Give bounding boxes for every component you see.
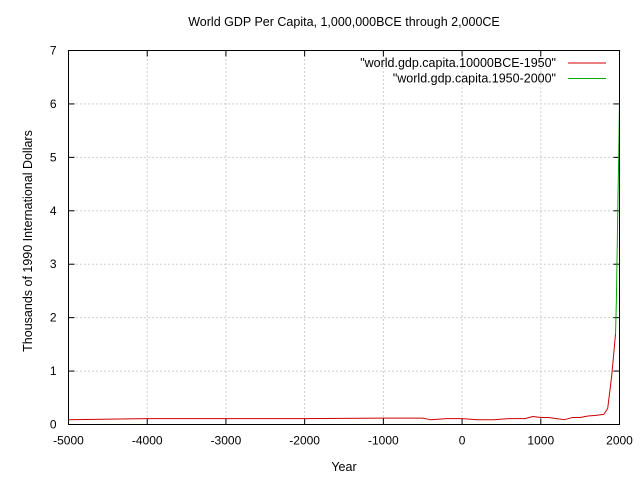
y-tick-label: 0 — [50, 418, 57, 432]
series-layer — [68, 103, 620, 421]
x-tick-label: -1000 — [368, 434, 399, 448]
y-tick-label: 2 — [50, 311, 57, 325]
y-tick-label: 5 — [50, 150, 57, 164]
grid-layer — [68, 50, 620, 425]
y-tick-label: 4 — [50, 204, 57, 218]
series-line-2 — [615, 103, 620, 334]
x-tick-label: -4000 — [132, 434, 163, 448]
x-tick-label: -3000 — [211, 434, 242, 448]
tick-layer: -5000 -4000 -3000 -2000 -1000 0 1000 2000 0 1 2 3 4 5… — [50, 44, 633, 448]
legend-label-1: "world.gdp.capita.10000BCE-1950" — [360, 56, 556, 70]
series-line-1 — [68, 333, 617, 421]
x-tick-label: -2000 — [289, 434, 320, 448]
legend: "world.gdp.capita.10000BCE-1950" "world.g… — [360, 56, 606, 86]
y-tick-label: 1 — [50, 364, 57, 378]
chart-title: World GDP Per Capita, 1,000,000BCE throu… — [188, 15, 500, 29]
x-tick-label: 2000 — [606, 434, 633, 448]
x-axis-label: Year — [331, 460, 356, 474]
y-tick-label: 7 — [50, 44, 57, 58]
x-tick-label: 0 — [459, 434, 466, 448]
y-axis-label: Thousands of 1990 International Dollars — [21, 130, 35, 352]
y-tick-label: 6 — [50, 97, 57, 111]
x-tick-label: 1000 — [527, 434, 554, 448]
y-tick-label: 3 — [50, 257, 57, 271]
x-tick-label: -5000 — [53, 434, 84, 448]
legend-label-2: "world.gdp.capita.1950-2000" — [393, 72, 556, 86]
plot-frame — [68, 50, 620, 425]
